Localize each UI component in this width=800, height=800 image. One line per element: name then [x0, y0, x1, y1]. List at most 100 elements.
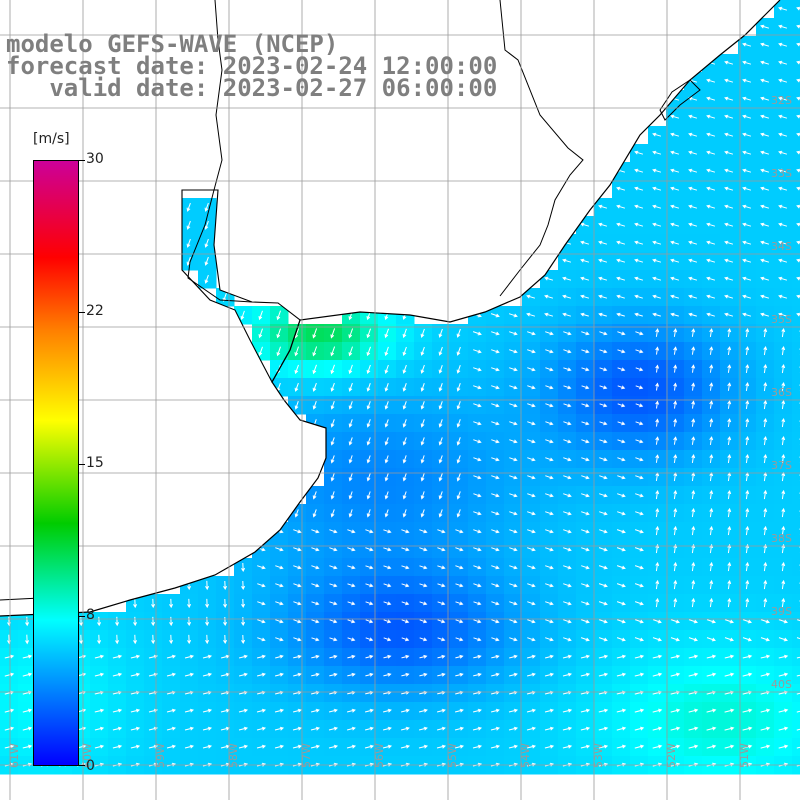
wind-arrow: [673, 418, 678, 427]
wind-arrow: [778, 204, 788, 209]
wind-arrow: [130, 654, 141, 659]
wind-arrow: [366, 401, 371, 410]
wind-cell: [792, 36, 800, 55]
wind-arrow: [742, 726, 753, 731]
wind-arrow: [634, 583, 644, 588]
wind-arrow: [563, 547, 572, 552]
wind-arrow: [706, 312, 715, 317]
wind-arrow: [420, 473, 425, 482]
colorbar-tick: [79, 312, 85, 313]
wind-arrow: [527, 529, 536, 534]
wind-arrow: [383, 547, 392, 552]
wind-arrow: [274, 672, 284, 677]
wind-arrow: [509, 493, 518, 498]
wind-arrow: [330, 328, 336, 339]
wind-arrow: [778, 654, 789, 659]
wind-arrow: [724, 258, 734, 263]
wind-arrow: [655, 364, 660, 373]
wind-arrow: [400, 726, 410, 731]
wind-arrow: [778, 637, 788, 642]
wind-arrow: [205, 634, 210, 645]
wind-arrow: [166, 654, 176, 659]
wind-arrow: [456, 346, 461, 356]
wind-arrow: [276, 328, 281, 339]
wind-arrow: [563, 637, 572, 642]
wind-arrow: [616, 186, 626, 191]
wind-arrow: [706, 744, 717, 749]
wind-arrow: [545, 601, 554, 606]
wind-arrow: [258, 346, 263, 357]
wind-arrow: [763, 417, 768, 428]
wind-arrow: [293, 619, 302, 624]
wind-arrow: [473, 654, 482, 659]
wind-arrow: [420, 401, 425, 410]
wind-arrow: [420, 491, 425, 500]
wind-arrow: [365, 619, 374, 624]
wind-arrow: [509, 547, 518, 552]
wind-arrow: [202, 744, 213, 749]
wind-arrow: [655, 400, 660, 409]
wind-arrow: [420, 328, 425, 338]
wind-arrow: [724, 114, 734, 119]
wind-arrow: [778, 240, 788, 245]
wind-arrow: [545, 349, 554, 354]
wind-arrow: [328, 726, 339, 731]
wind-arrow: [634, 276, 644, 281]
wind-arrow: [491, 619, 500, 624]
lon-label: 52W: [665, 743, 678, 768]
wind-arrow: [330, 455, 335, 464]
wind-arrow: [727, 525, 732, 536]
wind-arrow: [204, 274, 209, 284]
estuary-coastline: [181, 189, 301, 384]
wind-arrow: [796, 240, 800, 245]
wind-arrow: [778, 42, 788, 47]
wind-arrow: [796, 150, 800, 155]
wind-arrow: [760, 708, 771, 713]
wind-cell: [792, 90, 800, 109]
coastline: [0, 0, 781, 617]
wind-arrow: [169, 616, 174, 627]
wind-arrow: [634, 222, 644, 227]
wind-arrow: [673, 489, 678, 500]
wind-arrow: [241, 562, 246, 573]
wind-arrow: [724, 312, 734, 317]
wind-arrow: [616, 240, 626, 245]
wind-arrow: [688, 708, 699, 713]
wind-arrow: [94, 708, 105, 713]
wind-arrow: [384, 364, 389, 374]
wind-arrow: [256, 672, 266, 677]
wind-arrow: [402, 401, 407, 410]
lat-label: 32S: [771, 94, 792, 107]
wind-arrow: [742, 204, 752, 209]
lon-label: 53W: [592, 743, 605, 768]
wind-arrow: [634, 186, 644, 191]
wind-arrow: [526, 654, 536, 659]
wind-cell: [792, 432, 800, 451]
wind-arrow: [691, 489, 696, 500]
wind-arrow: [706, 204, 716, 209]
wind-arrow: [655, 436, 660, 445]
wind-arrow: [383, 619, 392, 624]
wind-arrow: [727, 597, 732, 608]
colorbar-label: 8: [86, 607, 95, 623]
wind-arrow: [366, 437, 371, 446]
wind-arrow: [742, 114, 752, 119]
wind-arrow: [437, 654, 446, 659]
wind-arrow: [383, 583, 392, 588]
wind-arrow: [688, 654, 699, 659]
wind-arrow: [472, 744, 483, 749]
wind-arrow: [688, 258, 698, 263]
wind-arrow: [617, 421, 626, 426]
land-area: [0, 0, 800, 616]
wind-arrow: [365, 637, 374, 642]
wind-arrow: [598, 672, 609, 677]
title-model: modelo GEFS-WAVE (NCEP): [6, 30, 339, 58]
wind-arrow: [742, 60, 752, 65]
wind-arrow: [634, 240, 644, 245]
wind-arrow: [745, 435, 750, 446]
wind-arrow: [509, 565, 518, 570]
wind-arrow: [673, 597, 678, 608]
wind-arrow: [79, 616, 84, 627]
wind-arrow: [796, 6, 800, 11]
wind-arrow: [781, 597, 786, 608]
